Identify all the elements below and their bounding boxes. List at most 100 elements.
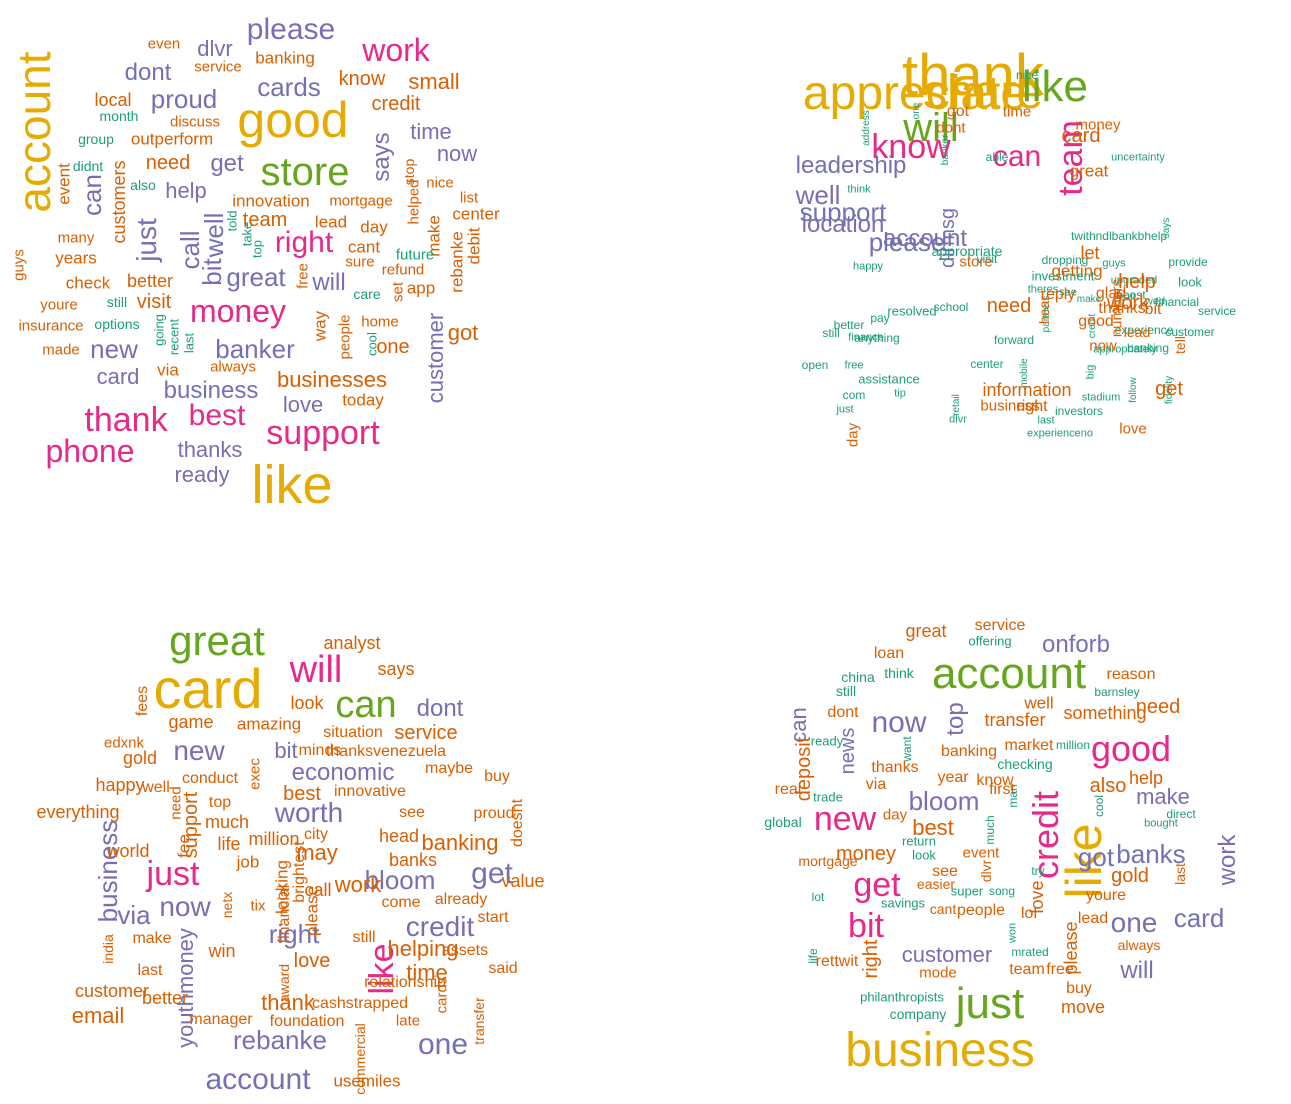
word-stadium: stadium	[1081, 391, 1121, 404]
word-life: life	[217, 834, 241, 854]
word-lead: lead	[1123, 324, 1151, 340]
word-said: said	[488, 960, 518, 977]
word-thank: thank	[261, 990, 315, 1015]
word-reason: reason	[1106, 666, 1156, 683]
word-last: last	[1037, 414, 1055, 427]
word-call: call	[304, 880, 332, 900]
word-free: free	[844, 359, 864, 372]
word-helping: helping	[387, 936, 459, 961]
word-super: super	[950, 883, 984, 899]
word-dlvr: dlvr	[978, 859, 994, 883]
word-can: can	[992, 140, 1042, 173]
word-start: start	[477, 909, 509, 926]
word-will: will	[312, 269, 346, 296]
word-open: open	[801, 358, 829, 372]
word-business: business	[163, 377, 259, 404]
word-offering: offering	[968, 633, 1012, 649]
word-barnsley: barnsley	[1094, 685, 1140, 699]
word-reply: reply	[1040, 286, 1076, 303]
word-time: time	[406, 960, 448, 985]
word-experienceno: experienceno	[1026, 427, 1094, 440]
word-banking: banking	[1126, 341, 1170, 355]
word-job: job	[236, 852, 260, 872]
word-help: help	[165, 178, 207, 203]
word-card: card	[1061, 125, 1101, 147]
word-center: center	[970, 357, 1004, 371]
word-banking: banking	[255, 48, 315, 68]
word-year: year	[937, 769, 969, 786]
word-youre: youre	[1085, 887, 1127, 904]
word-thanks: thanks	[871, 759, 919, 776]
word-many: many	[57, 229, 95, 247]
word-anything: anything	[854, 331, 900, 345]
word-experience: experience	[1114, 323, 1174, 337]
word-resolved: resolved	[887, 303, 937, 319]
word-one: one	[417, 1028, 469, 1061]
word-account: account	[931, 649, 1087, 698]
word-real: real	[774, 781, 802, 798]
word-years: years	[55, 248, 97, 268]
word-service: service	[974, 617, 1026, 634]
word-now: now	[436, 141, 478, 166]
word-outperform: outperform	[130, 129, 214, 149]
word-great: great	[1069, 161, 1109, 181]
word-right: right	[268, 919, 320, 949]
word-care: care	[353, 286, 381, 302]
word-sure: sure	[345, 253, 375, 271]
word-credit: credit	[405, 911, 475, 942]
word-thanks: thanks	[177, 437, 243, 462]
word-checking: checking	[997, 756, 1053, 772]
word-lol: lol	[1020, 905, 1038, 922]
word-appropriate: appropriate	[931, 243, 1003, 259]
word-lead: lead	[314, 212, 348, 232]
word-ready: ready	[174, 462, 230, 487]
word-world: world	[106, 841, 150, 861]
word-please: please	[868, 227, 946, 257]
word-new: new	[813, 800, 877, 838]
word-home: home	[361, 313, 399, 331]
word-always: always	[210, 358, 256, 376]
word-foundation: foundation	[269, 1013, 345, 1030]
word-now: now	[871, 706, 927, 739]
word-head: head	[378, 826, 420, 846]
word-customer: customer	[1165, 325, 1215, 339]
word-also: also	[130, 177, 156, 193]
word-better: better	[141, 988, 189, 1008]
word-today: today	[342, 390, 384, 410]
word-make: make	[1136, 784, 1190, 809]
word-business: business	[845, 1024, 1035, 1077]
word-call: call	[1118, 291, 1136, 304]
word-last: last	[137, 962, 163, 979]
word-got: got	[1077, 842, 1115, 872]
word-mode: mode	[919, 964, 957, 982]
word-know: know	[976, 772, 1014, 789]
word-finance: finance	[848, 331, 884, 344]
word-dont: dont	[124, 59, 172, 86]
word-need: need	[145, 152, 191, 174]
word-get: get	[471, 857, 513, 890]
word-boost: boost	[1116, 288, 1146, 302]
word-will: will	[289, 649, 343, 691]
word-email: email	[71, 1003, 125, 1028]
word-business: business	[980, 397, 1040, 415]
word-know: know	[871, 128, 951, 166]
word-conduct: conduct	[181, 770, 239, 787]
word-theres: theres	[1027, 283, 1059, 296]
word-free: free	[1046, 961, 1074, 978]
word-situation: situation	[323, 724, 383, 741]
word-love: love	[1119, 420, 1147, 438]
word-center: center	[452, 204, 500, 224]
word-buy: buy	[1066, 980, 1092, 997]
word-million: million	[1055, 738, 1091, 752]
word-buy: buy	[484, 768, 510, 785]
word-group: group	[78, 131, 114, 147]
word-rettwit: rettwit	[815, 953, 859, 970]
word-dlvr: dlvr	[197, 36, 233, 61]
word-market: market	[1004, 737, 1054, 754]
word-global: global	[764, 814, 802, 830]
word-mrated: mrated	[1011, 945, 1049, 959]
word-store: store	[959, 253, 993, 271]
word-late: late	[395, 1012, 421, 1030]
